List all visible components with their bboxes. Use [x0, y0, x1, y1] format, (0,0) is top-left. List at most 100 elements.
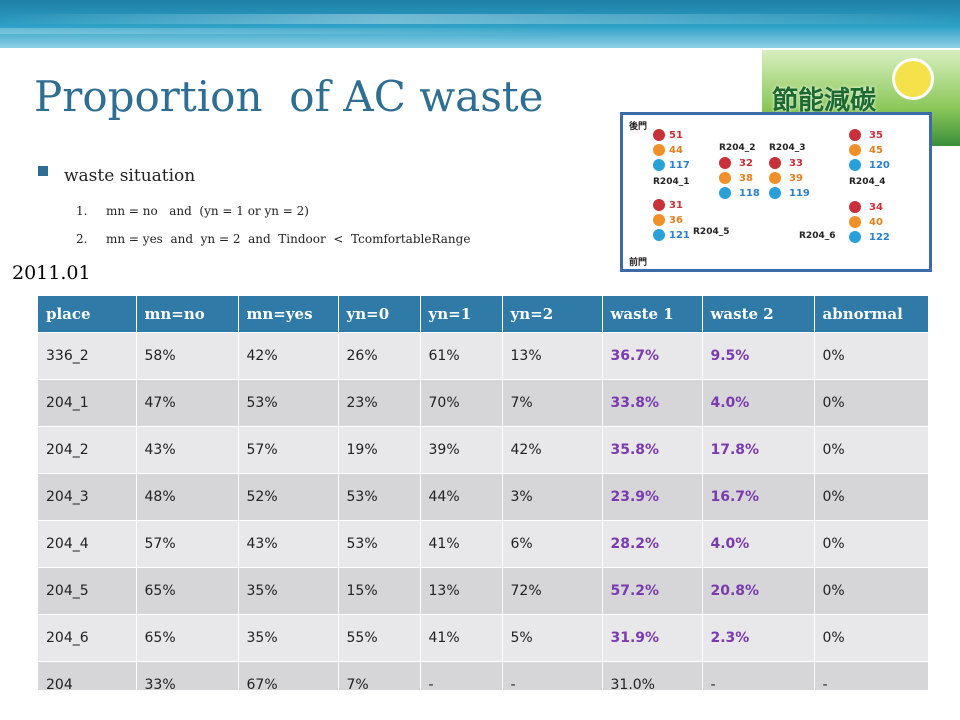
condition-text: mn = no and (yn = 1 or yn = 2)	[106, 204, 309, 218]
sensor-value: 34	[869, 202, 883, 213]
column-header: abnormal	[814, 296, 928, 333]
table-cell: 53%	[338, 520, 421, 568]
condition-number: 1.	[76, 204, 88, 218]
condition-item: 2. mn = yes and yn = 2 and Tindoor < Tcom…	[76, 232, 470, 246]
bullet-square-icon	[38, 166, 48, 176]
condition-number: 2.	[76, 232, 88, 246]
table-cell: 35.8%	[602, 426, 703, 474]
table-cell: 53%	[238, 379, 339, 427]
table-row: 204_4 57% 43% 53% 41% 6% 28.2% 4.0% 0%	[38, 520, 928, 568]
sensor-dot	[653, 159, 665, 171]
table-cell: 61%	[420, 332, 503, 380]
table-cell: 3%	[502, 473, 603, 521]
table-cell: 53%	[338, 473, 421, 521]
sensor-dot	[849, 231, 861, 243]
table-cell: -	[502, 661, 603, 690]
table-row: 204_1 47% 53% 23% 70% 7% 33.8% 4.0% 0%	[38, 379, 928, 427]
table-cell: 44%	[420, 473, 503, 521]
table-cell: 204	[38, 661, 137, 690]
column-header: mn=yes	[238, 296, 339, 333]
sensor-value: 120	[869, 160, 890, 171]
table-cell: 41%	[420, 614, 503, 662]
table-row: 204_2 43% 57% 19% 39% 42% 35.8% 17.8% 0%	[38, 426, 928, 474]
table-cell: 17.8%	[702, 426, 815, 474]
room-label: R204_1	[653, 177, 690, 187]
sensor-dot	[849, 201, 861, 213]
sensor-dot	[653, 144, 665, 156]
table-cell: 26%	[338, 332, 421, 380]
sensor-value: 35	[869, 130, 883, 141]
table-row: 204_5 65% 35% 15% 13% 72% 57.2% 20.8% 0%	[38, 567, 928, 615]
waste-table-container: place mn=no mn=yes yn=0 yn=1 yn=2 waste 1 waste…	[38, 296, 928, 690]
table-cell: 0%	[814, 426, 928, 474]
sensor-dot	[849, 216, 861, 228]
table-header-row: place mn=no mn=yes yn=0 yn=1 yn=2 waste 1 waste…	[38, 296, 928, 333]
table-cell: -	[814, 661, 928, 690]
sensor-dot	[849, 144, 861, 156]
room-label: R204_4	[849, 177, 886, 187]
sensor-value: 45	[869, 145, 883, 156]
table-cell: 35%	[238, 567, 339, 615]
sensor-value: 36	[669, 215, 683, 226]
bullet-text: waste situation	[64, 166, 196, 186]
table-cell: 57.2%	[602, 567, 703, 615]
table-cell: 67%	[238, 661, 339, 690]
header-band	[0, 0, 960, 48]
table-cell: 52%	[238, 473, 339, 521]
table-cell: 0%	[814, 567, 928, 615]
table-cell: 48%	[136, 473, 239, 521]
sensor-value: 117	[669, 160, 690, 171]
column-header: yn=0	[338, 296, 421, 333]
table-cell: 31.0%	[602, 661, 703, 690]
sensor-value: 119	[789, 188, 810, 199]
sensor-dot	[653, 199, 665, 211]
table-cell: 36.7%	[602, 332, 703, 380]
column-header: mn=no	[136, 296, 239, 333]
table-cell: 13%	[502, 332, 603, 380]
condition-text: mn = yes and yn = 2 and Tindoor < Tcomfo…	[106, 232, 471, 246]
sensor-dot	[653, 214, 665, 226]
date-label: 2011.01	[12, 262, 91, 284]
sensor-dot	[719, 157, 731, 169]
sensor-value: 40	[869, 217, 883, 228]
sensor-dot	[653, 229, 665, 241]
table-cell: 28.2%	[602, 520, 703, 568]
sensor-value: 121	[669, 230, 690, 241]
sun-icon	[892, 58, 934, 100]
table-cell: 0%	[814, 332, 928, 380]
table-cell: 65%	[136, 567, 239, 615]
table-cell: 7%	[338, 661, 421, 690]
sensor-dot	[769, 172, 781, 184]
table-cell: 9.5%	[702, 332, 815, 380]
table-row: 204_3 48% 52% 53% 44% 3% 23.9% 16.7% 0%	[38, 473, 928, 521]
table-cell: 57%	[238, 426, 339, 474]
sensor-value: 118	[739, 188, 760, 199]
table-cell: 47%	[136, 379, 239, 427]
table-cell: 2.3%	[702, 614, 815, 662]
room-label: R204_2	[719, 143, 756, 153]
front-door-label: 前門	[629, 258, 648, 268]
waste-table: place mn=no mn=yes yn=0 yn=1 yn=2 waste 1 waste…	[38, 296, 928, 690]
table-cell: 4.0%	[702, 520, 815, 568]
table-cell: 13%	[420, 567, 503, 615]
table-cell: 204_4	[38, 520, 137, 568]
table-cell: 33%	[136, 661, 239, 690]
table-cell: 41%	[420, 520, 503, 568]
sensor-value: 38	[739, 173, 753, 184]
table-cell: 7%	[502, 379, 603, 427]
table-cell: 0%	[814, 379, 928, 427]
table-cell: 23%	[338, 379, 421, 427]
sensor-dot	[719, 172, 731, 184]
table-row: 336_2 58% 42% 26% 61% 13% 36.7% 9.5% 0%	[38, 332, 928, 380]
header-streak	[0, 28, 960, 34]
table-cell: 6%	[502, 520, 603, 568]
table-cell: 31.9%	[602, 614, 703, 662]
room-label: R204_5	[693, 227, 730, 237]
table-cell: 204_3	[38, 473, 137, 521]
sensor-value: 44	[669, 145, 683, 156]
table-cell: 43%	[238, 520, 339, 568]
table-cell: 16.7%	[702, 473, 815, 521]
sensor-dot	[653, 129, 665, 141]
table-cell: 20.8%	[702, 567, 815, 615]
table-cell: 58%	[136, 332, 239, 380]
